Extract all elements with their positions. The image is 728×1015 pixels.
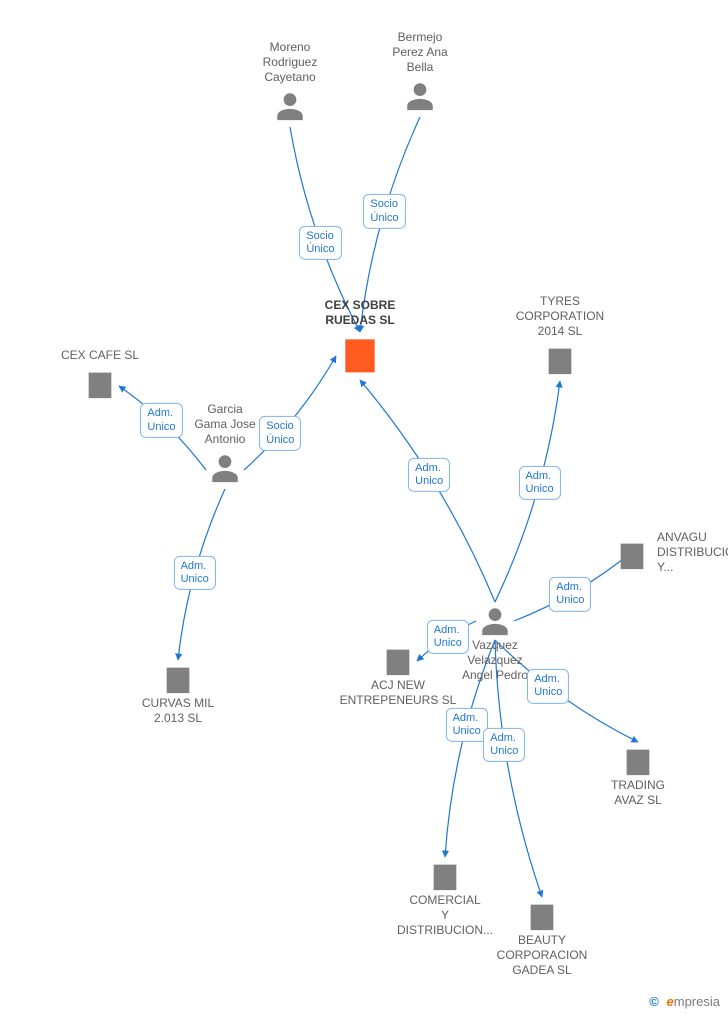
footer-attribution: © empresia [649,994,720,1009]
building-icon [543,343,577,377]
edge-label: Adm.Unico [446,708,488,742]
node-label: CEX CAFE SL [40,348,160,363]
person-icon [403,79,437,113]
edge-label: Adm.Unico [527,669,569,703]
node-tyres: TYRESCORPORATION2014 SL [500,294,620,377]
building-icon [381,644,415,678]
building-icon [161,662,195,696]
edge-label: SocioÚnico [299,225,341,259]
building-icon [83,367,117,401]
brand-accent: e [667,994,674,1009]
node-central: CEX SOBRERUEDAS SL [300,298,420,376]
node-curvas: CURVAS MIL2.013 SL [118,658,238,726]
node-label: BEAUTYCORPORACIONGADEA SL [482,933,602,978]
edge-label: Adm.Unico [427,619,469,653]
person-icon [273,89,307,123]
brand-rest: mpresia [674,994,720,1009]
node-moreno: MorenoRodriguezCayetano [230,40,350,123]
edge-label: SocioÚnico [259,416,301,450]
node-bermejo: BermejoPerez AnaBella [360,30,480,113]
copyright-symbol: © [649,994,659,1009]
building-icon [428,859,462,893]
person-icon [478,604,512,638]
building-icon [615,538,649,572]
edge-label: Adm.Unico [408,458,450,492]
edge-label: Adm.Unico [518,466,560,500]
building-icon [525,899,559,933]
node-label: TYRESCORPORATION2014 SL [500,294,620,339]
node-label: CEX SOBRERUEDAS SL [300,298,420,328]
node-trading: TRADINGAVAZ SL [578,740,698,808]
building-icon [338,332,382,376]
node-cexcafe: CEX CAFE SL [40,348,160,401]
edge-label: SocioÚnico [363,194,405,228]
diagram-canvas: MorenoRodriguezCayetano BermejoPerez Ana… [0,0,728,1015]
node-beauty: BEAUTYCORPORACIONGADEA SL [482,895,602,978]
node-label: ACJ NEWENTREPENEURS SL [338,678,458,708]
edge-label: Adm.Unico [483,727,525,761]
node-label: MorenoRodriguezCayetano [230,40,350,85]
edge-label: Adm.Unico [549,577,591,611]
node-label: CURVAS MIL2.013 SL [118,696,238,726]
node-anvagu: ANVAGUDISTRIBUCIONESY... [615,530,728,575]
edge-label: Adm.Unico [174,555,216,589]
person-icon [208,451,242,485]
node-label: BermejoPerez AnaBella [360,30,480,75]
building-icon [621,744,655,778]
node-label: TRADINGAVAZ SL [578,778,698,808]
edges-layer [0,0,728,1015]
edge-label: Adm.Unico [140,403,182,437]
node-label: ANVAGUDISTRIBUCIONESY... [657,530,728,575]
